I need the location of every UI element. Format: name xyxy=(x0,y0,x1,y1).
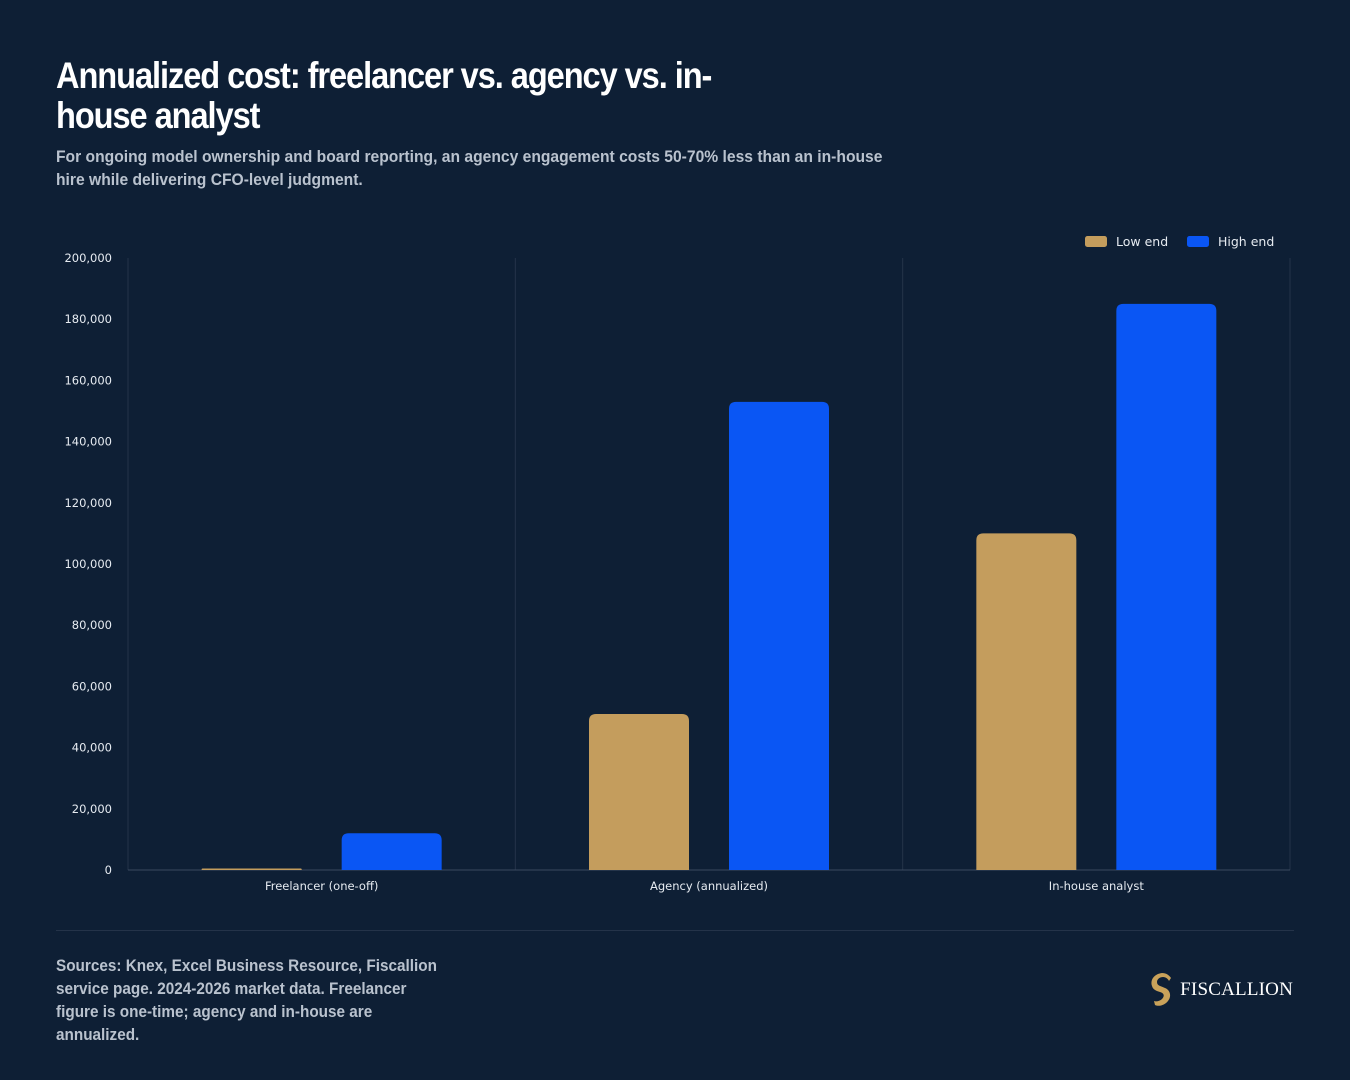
x-tick-label: In-house analyst xyxy=(1049,879,1145,893)
y-tick-label: 200,000 xyxy=(64,251,112,265)
bar-high-end xyxy=(341,833,442,870)
legend-label: High end xyxy=(1218,234,1274,249)
y-tick-label: 80,000 xyxy=(72,618,112,632)
y-tick-label: 120,000 xyxy=(64,496,112,510)
y-tick-label: 40,000 xyxy=(72,741,112,755)
chart-title: Annualized cost: freelancer vs. agency v… xyxy=(56,55,712,136)
y-tick-label: 60,000 xyxy=(72,679,112,693)
lion-head-icon xyxy=(1151,973,1172,1006)
bar-low-end xyxy=(976,533,1077,870)
legend-label: Low end xyxy=(1116,234,1168,249)
y-tick-label: 140,000 xyxy=(64,435,112,449)
bar-low-end xyxy=(201,868,302,870)
x-tick-label: Agency (annualized) xyxy=(650,879,768,893)
y-tick-label: 100,000 xyxy=(64,557,112,571)
brand-name: FISCALLION xyxy=(1180,979,1293,1000)
y-tick-label: 160,000 xyxy=(64,373,112,387)
bar-high-end xyxy=(1116,303,1217,870)
chart-subtitle: For ongoing model ownership and board re… xyxy=(56,147,883,189)
legend-swatch xyxy=(1085,236,1107,247)
sources-footnote: Sources: Knex, Excel Business Resource, … xyxy=(56,956,437,1044)
x-tick-label: Freelancer (one-off) xyxy=(265,879,378,893)
y-tick-label: 180,000 xyxy=(64,312,112,326)
bar-high-end xyxy=(729,401,829,870)
y-tick-label: 20,000 xyxy=(72,802,112,816)
bar-low-end xyxy=(589,713,689,870)
y-tick-label: 0 xyxy=(105,863,112,877)
brand-logo: FISCALLION xyxy=(1148,970,1293,1010)
legend-swatch xyxy=(1187,236,1209,247)
footer-divider xyxy=(56,930,1294,931)
